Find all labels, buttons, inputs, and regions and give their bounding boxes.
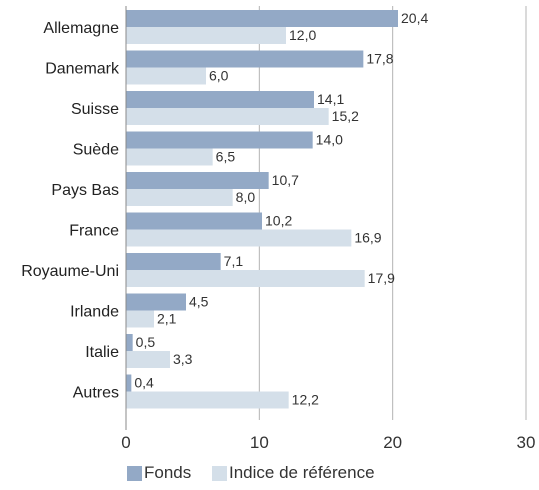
- bar-fonds: [126, 293, 186, 311]
- x-tick-label: 20: [383, 433, 402, 452]
- bar-indice: [126, 67, 206, 85]
- bar-fonds: [126, 10, 398, 27]
- data-label: 8,0: [236, 189, 256, 205]
- bar-indice: [126, 189, 233, 206]
- data-label: 14,1: [317, 91, 344, 107]
- bar-indice: [126, 310, 154, 328]
- category-label: Autres: [73, 385, 119, 402]
- bar-indice: [126, 270, 365, 287]
- legend-swatch-indice: [212, 466, 227, 481]
- bar-indice: [126, 229, 352, 247]
- category-label: Royaume-Uni: [21, 263, 119, 280]
- data-label: 0,5: [136, 334, 156, 350]
- bar-indice: [126, 108, 329, 125]
- legend-label-indice: Indice de référence: [229, 463, 375, 482]
- x-tick-label: 30: [517, 433, 536, 452]
- bar-indice: [126, 351, 170, 368]
- legend-label-fonds: Fonds: [144, 463, 191, 482]
- data-label: 7,1: [224, 253, 244, 269]
- bar-fonds: [126, 91, 314, 108]
- data-label: 12,2: [292, 392, 319, 408]
- data-label: 10,7: [272, 172, 299, 188]
- legend-swatch-fonds: [127, 466, 142, 481]
- x-tick-label: 10: [250, 433, 269, 452]
- bar-fonds: [126, 374, 132, 392]
- data-label: 3,3: [173, 351, 193, 367]
- category-label: Allemagne: [43, 20, 119, 37]
- data-label: 10,2: [265, 213, 292, 229]
- data-label: 17,8: [366, 51, 393, 67]
- category-label: Suisse: [71, 101, 119, 118]
- data-label: 6,0: [209, 68, 229, 84]
- category-label: Suède: [73, 142, 119, 159]
- category-label: Irlande: [70, 304, 119, 321]
- bar-fonds: [126, 334, 133, 351]
- bar-fonds: [126, 50, 364, 68]
- data-label: 20,4: [401, 10, 428, 26]
- bar-fonds: [126, 212, 262, 230]
- data-label: 6,5: [216, 149, 236, 165]
- category-label: Pays Bas: [51, 182, 119, 199]
- data-label: 12,0: [289, 27, 316, 43]
- bar-fonds: [126, 172, 269, 189]
- data-label: 17,9: [368, 270, 395, 286]
- data-label: 4,5: [189, 294, 209, 310]
- bar-indice: [126, 148, 213, 166]
- data-label: 15,2: [332, 108, 359, 124]
- data-label: 2,1: [157, 311, 177, 327]
- x-tick-label: 0: [121, 433, 130, 452]
- bar-fonds: [126, 253, 221, 270]
- category-label: Danemark: [45, 61, 120, 78]
- data-label: 14,0: [316, 132, 343, 148]
- data-label: 16,9: [354, 230, 381, 246]
- data-label: 0,4: [134, 375, 154, 391]
- category-label: Italie: [85, 344, 119, 361]
- bar-indice: [126, 27, 286, 44]
- category-label: France: [69, 223, 119, 240]
- bar-indice: [126, 391, 289, 409]
- bar-fonds: [126, 131, 313, 149]
